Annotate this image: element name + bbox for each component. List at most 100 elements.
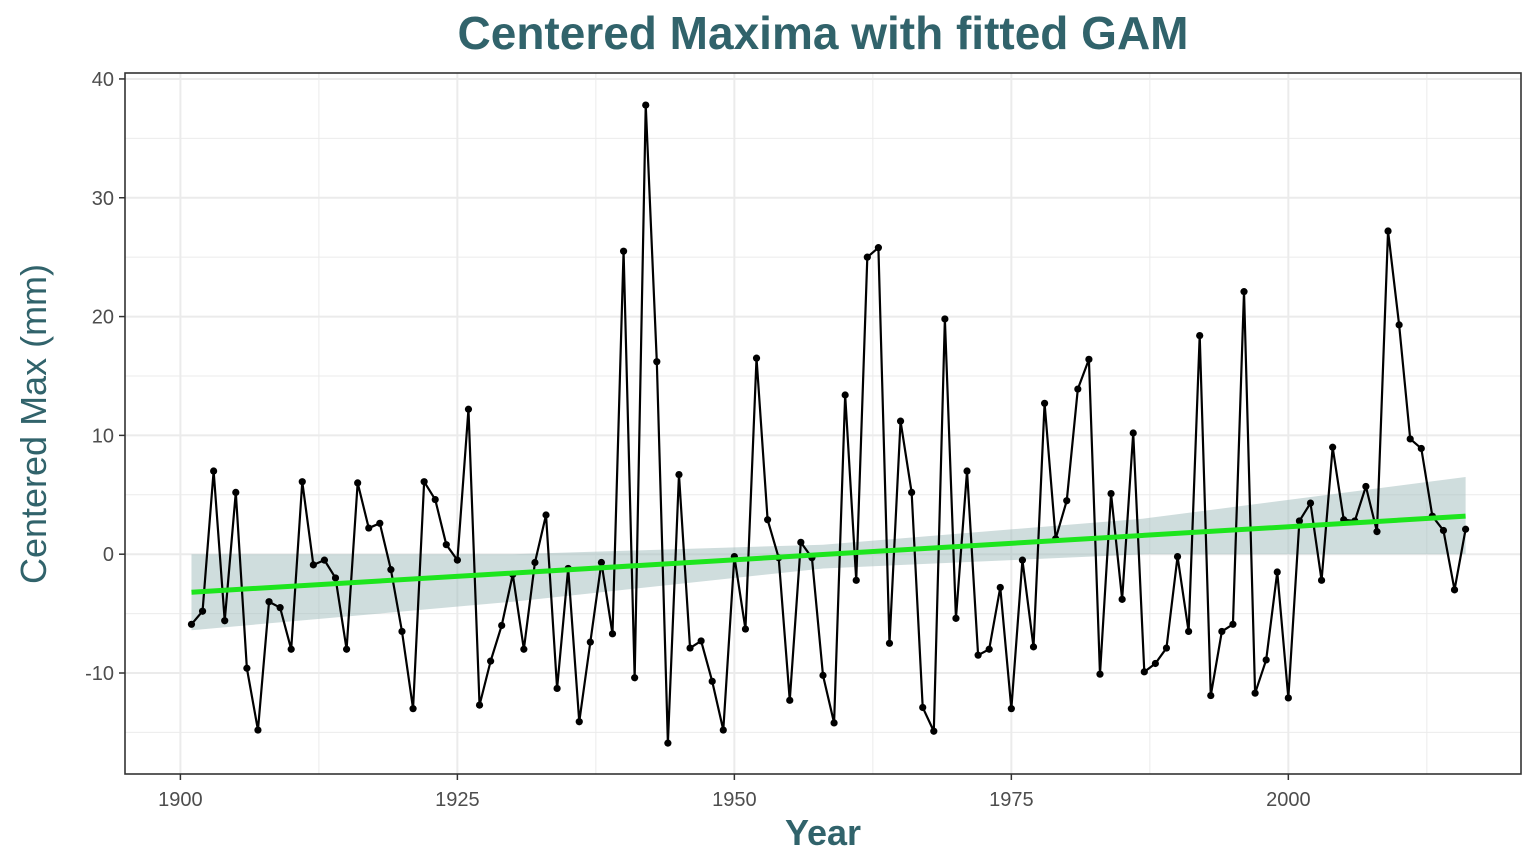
data-point — [852, 576, 860, 584]
data-point — [1251, 689, 1259, 697]
y-tick-label: 20 — [92, 307, 114, 329]
data-point — [1240, 288, 1248, 296]
y-tick-label: 10 — [92, 425, 114, 447]
data-point — [553, 684, 561, 693]
data-point — [1029, 643, 1038, 651]
data-point — [597, 558, 606, 567]
data-point — [885, 639, 894, 647]
data-point — [675, 470, 683, 479]
data-point — [420, 478, 428, 486]
data-point — [431, 495, 439, 504]
data-point — [1218, 627, 1226, 636]
plot-panel-border — [124, 72, 1522, 775]
data-point — [331, 574, 340, 582]
data-point — [974, 651, 982, 659]
data-point — [797, 538, 805, 546]
data-point — [686, 644, 694, 652]
data-point — [1317, 576, 1326, 584]
data-point — [309, 561, 317, 569]
data-point — [1185, 627, 1193, 636]
data-point — [586, 638, 594, 646]
data-point — [608, 630, 617, 638]
data-point — [786, 696, 794, 704]
data-point — [1196, 331, 1204, 340]
data-point-layer — [187, 101, 1470, 747]
data-point — [1395, 321, 1403, 329]
y-tick-label: 30 — [92, 188, 114, 210]
data-point — [1129, 429, 1137, 437]
chart-title: Centered Maxima with fitted GAM — [457, 7, 1189, 59]
data-point — [952, 614, 960, 622]
series-line-layer — [190, 103, 1467, 745]
data-point — [1140, 668, 1148, 676]
data-point — [1107, 490, 1115, 498]
data-point — [708, 677, 716, 685]
data-point — [996, 583, 1004, 592]
data-point — [863, 253, 871, 261]
data-point — [841, 391, 849, 399]
data-point — [1329, 443, 1337, 451]
data-point — [1207, 691, 1215, 700]
fit-line-layer — [191, 513, 1466, 595]
data-point — [254, 726, 262, 734]
data-point — [896, 417, 905, 425]
data-point — [342, 645, 351, 653]
data-point — [908, 488, 916, 497]
x-tick-label: 2000 — [1266, 789, 1311, 811]
data-point — [265, 598, 273, 606]
data-point — [575, 718, 583, 726]
data-point — [398, 627, 406, 636]
data-point — [1273, 568, 1281, 576]
data-point — [365, 524, 373, 532]
data-point — [210, 467, 218, 475]
data-point — [464, 405, 473, 413]
data-point — [619, 247, 628, 255]
data-point — [1284, 694, 1292, 702]
data-point — [631, 674, 639, 682]
data-point — [1007, 705, 1015, 713]
y-tick-label: 0 — [103, 544, 114, 566]
x-tick-label: 1900 — [158, 789, 203, 811]
fitted-gam-line — [191, 513, 1466, 595]
data-point — [1406, 435, 1414, 443]
data-point — [354, 479, 362, 487]
x-tick-label: 1950 — [712, 789, 757, 811]
data-point — [1462, 525, 1470, 533]
data-point — [320, 556, 329, 564]
x-tick-label: 1925 — [435, 789, 480, 811]
data-point — [941, 315, 949, 323]
data-point — [830, 719, 838, 727]
data-point — [221, 617, 229, 625]
data-point — [520, 645, 528, 653]
data-point — [498, 621, 506, 630]
x-axis-title: Year — [784, 812, 862, 853]
data-point — [442, 541, 450, 549]
data-point — [1262, 656, 1270, 664]
data-point — [1384, 227, 1392, 235]
data-point — [409, 705, 417, 713]
data-point — [1162, 644, 1171, 652]
data-point — [1096, 670, 1104, 678]
data-point — [475, 701, 484, 709]
data-point — [1063, 497, 1071, 505]
data-point — [1417, 444, 1425, 453]
data-point — [287, 645, 295, 653]
data-point — [1040, 399, 1049, 407]
y-tick-label: -10 — [85, 663, 114, 685]
data-point — [764, 516, 772, 524]
data-point — [642, 101, 650, 109]
data-point — [1306, 499, 1315, 507]
data-point — [298, 478, 306, 486]
grid-lines — [125, 73, 1521, 774]
data-point — [1439, 526, 1448, 535]
data-point — [930, 727, 938, 735]
data-point — [453, 556, 461, 564]
data-point — [1450, 586, 1459, 594]
data-point — [1373, 528, 1381, 536]
data-point — [664, 739, 672, 747]
data-point — [719, 726, 727, 734]
data-point — [985, 645, 993, 653]
data-point — [376, 519, 384, 527]
x-tick-label: 1975 — [989, 789, 1034, 811]
